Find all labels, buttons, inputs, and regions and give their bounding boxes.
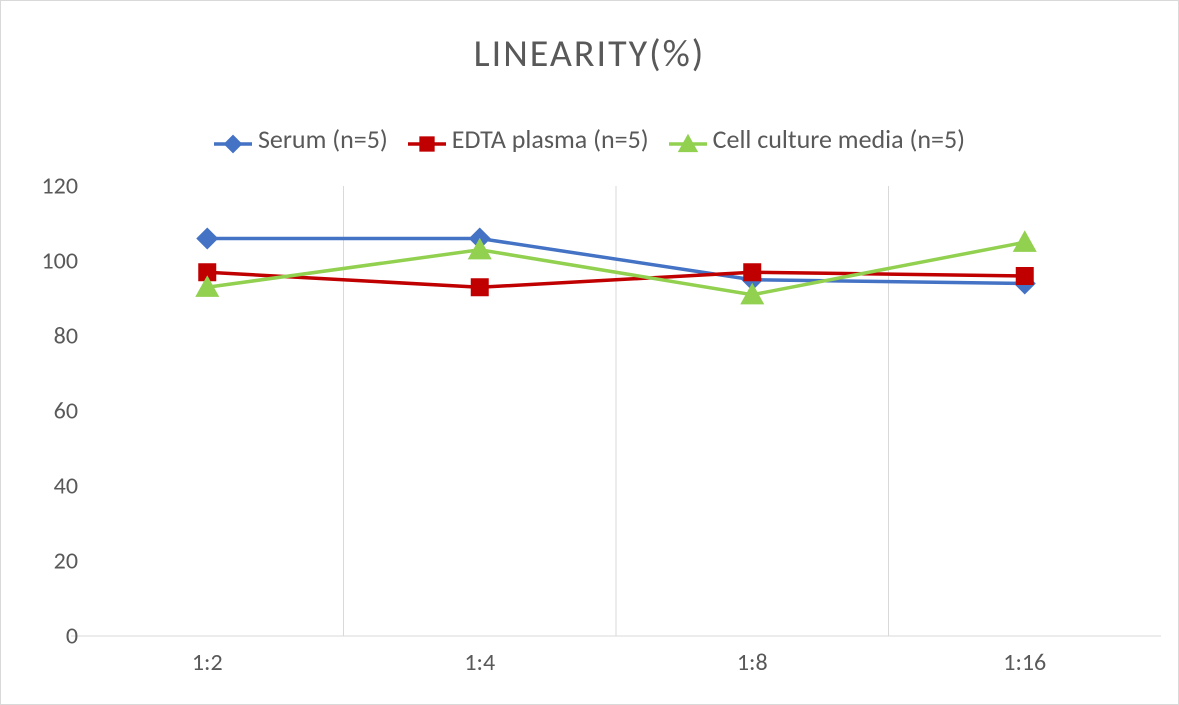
legend-swatch bbox=[408, 129, 446, 149]
legend-label: Serum (n=5) bbox=[258, 123, 388, 155]
legend-swatch bbox=[214, 129, 252, 149]
chart-frame: LINEARITY(%) Serum (n=5) EDTA plasma (n=5… bbox=[0, 0, 1179, 705]
x-tick-label: 1:8 bbox=[737, 648, 768, 677]
legend: Serum (n=5) EDTA plasma (n=5) Cell culture… bbox=[1, 123, 1178, 161]
legend-label: Cell culture media (n=5) bbox=[713, 123, 965, 155]
legend-item: EDTA plasma (n=5) bbox=[408, 123, 649, 155]
legend-item: Serum (n=5) bbox=[214, 123, 388, 155]
y-tick-label: 0 bbox=[18, 622, 78, 651]
y-tick-label: 100 bbox=[18, 247, 78, 276]
legend-swatch bbox=[669, 129, 707, 149]
x-tick-label: 1:2 bbox=[192, 648, 223, 677]
y-tick-label: 60 bbox=[18, 397, 78, 426]
x-tick-label: 1:16 bbox=[1003, 648, 1046, 677]
legend-label: EDTA plasma (n=5) bbox=[452, 123, 649, 155]
chart-title: LINEARITY(%) bbox=[1, 31, 1178, 77]
y-tick-label: 120 bbox=[18, 172, 78, 201]
x-tick-label: 1:4 bbox=[464, 648, 495, 677]
y-tick-label: 40 bbox=[18, 472, 78, 501]
legend-item: Cell culture media (n=5) bbox=[669, 123, 965, 155]
y-tick-label: 20 bbox=[18, 547, 78, 576]
chart-svg bbox=[71, 186, 1161, 636]
plot-area bbox=[71, 186, 1161, 636]
y-tick-label: 80 bbox=[18, 322, 78, 351]
